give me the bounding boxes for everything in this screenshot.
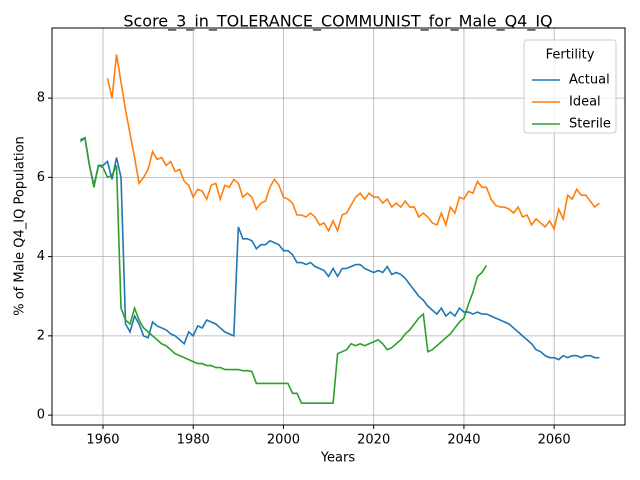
- x-tick-label: 1960: [86, 433, 119, 448]
- chart-title: Score_3_in_TOLERANCE_COMMUNIST_for_Male_…: [123, 12, 552, 32]
- y-tick-label: 0: [37, 408, 45, 423]
- y-tick-label: 4: [37, 249, 45, 264]
- legend-label: Ideal: [569, 95, 601, 110]
- y-tick-label: 6: [37, 170, 45, 185]
- x-tick-label: 2040: [447, 433, 480, 448]
- legend-title: Fertility: [546, 48, 595, 63]
- x-tick-label: 1980: [177, 433, 210, 448]
- plot-frame: [51, 27, 626, 426]
- x-tick-label: 2020: [357, 433, 390, 448]
- series-line: [106, 54, 600, 234]
- y-tick-label: 2: [37, 328, 45, 343]
- legend-label: Actual: [569, 73, 610, 88]
- x-tick-label: 2000: [267, 433, 300, 448]
- x-tick-label: 2060: [538, 433, 571, 448]
- legend-label: Sterile: [569, 117, 611, 132]
- series-line: [80, 136, 600, 361]
- y-tick-label: 8: [37, 91, 45, 106]
- legend-box: [523, 39, 617, 134]
- legend: Fertility Actual Ideal Sterile: [523, 39, 617, 134]
- x-axis-label: Years: [320, 451, 356, 466]
- series-line: [79, 136, 488, 405]
- y-axis-label: % of Male Q4_IQ Population: [13, 136, 28, 316]
